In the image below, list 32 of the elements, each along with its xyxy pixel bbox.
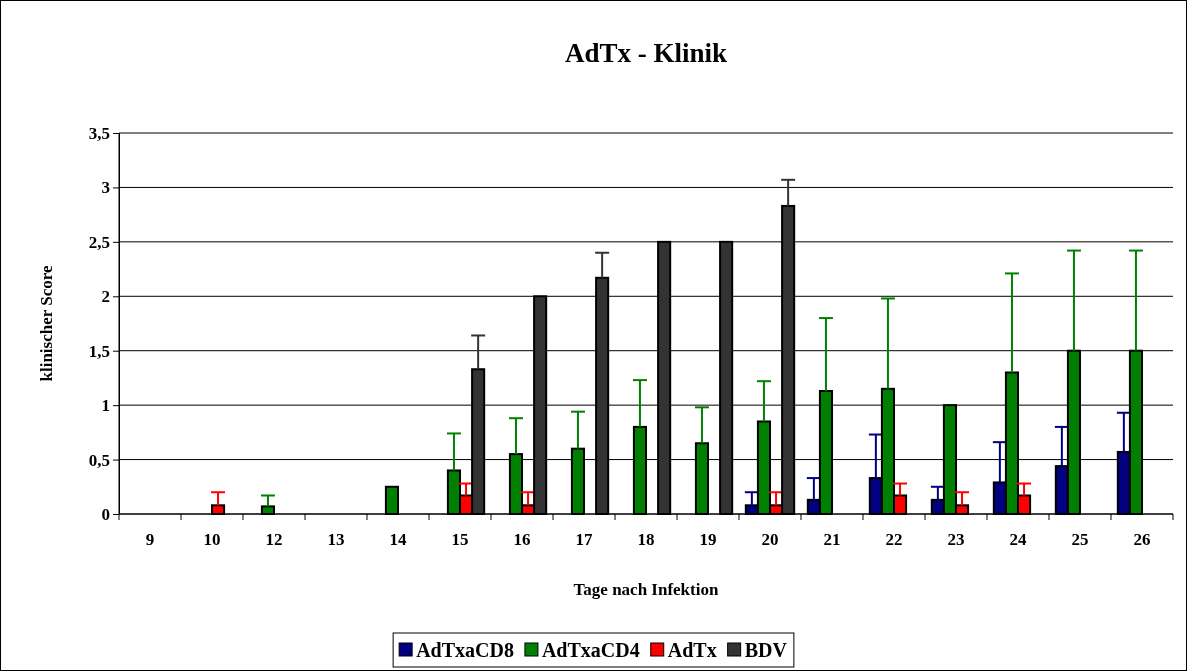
x-tick-label: 22 — [885, 530, 903, 549]
y-tick-label: 2,5 — [88, 232, 110, 252]
x-tick-label: 19 — [699, 530, 717, 549]
x-tick-label: 23 — [947, 530, 965, 549]
x-axis-title: Tage nach Infektion — [573, 580, 719, 599]
x-tick-label: 25 — [1071, 530, 1089, 549]
x-tick-label: 14 — [389, 530, 407, 549]
x-tick-label: 18 — [637, 530, 655, 549]
y-tick-label: 2 — [101, 287, 110, 307]
legend-label: AdTxaCD4 — [541, 639, 640, 661]
x-tick-label: 24 — [1009, 530, 1027, 549]
x-tick-label: 21 — [823, 530, 841, 549]
y-tick-label: 1,5 — [88, 341, 110, 361]
x-tick-label: 16 — [513, 530, 531, 549]
legend-label: AdTxaCD8 — [416, 639, 514, 661]
x-tick-label: 10 — [203, 530, 221, 549]
legend-label: BDV — [744, 639, 788, 661]
x-tick-label: 9 — [145, 530, 155, 549]
x-tick-label: 26 — [1133, 530, 1151, 549]
y-tick-label: 3,5 — [88, 123, 110, 143]
legend-label: AdTx — [667, 639, 717, 661]
x-tick-label: 13 — [327, 530, 345, 549]
y-tick-label: 3 — [101, 178, 110, 198]
chart-title: AdTx - Klinik — [564, 38, 728, 68]
y-axis-title: klinischer Score — [37, 265, 56, 382]
x-tick-label: 15 — [451, 530, 469, 549]
x-tick-label: 12 — [265, 530, 283, 549]
y-tick-label: 1 — [101, 396, 110, 416]
y-tick-label: 0 — [101, 504, 110, 524]
y-tick-label: 0,5 — [88, 450, 110, 470]
x-tick-label: 17 — [575, 530, 593, 549]
x-tick-label: 20 — [761, 530, 779, 549]
